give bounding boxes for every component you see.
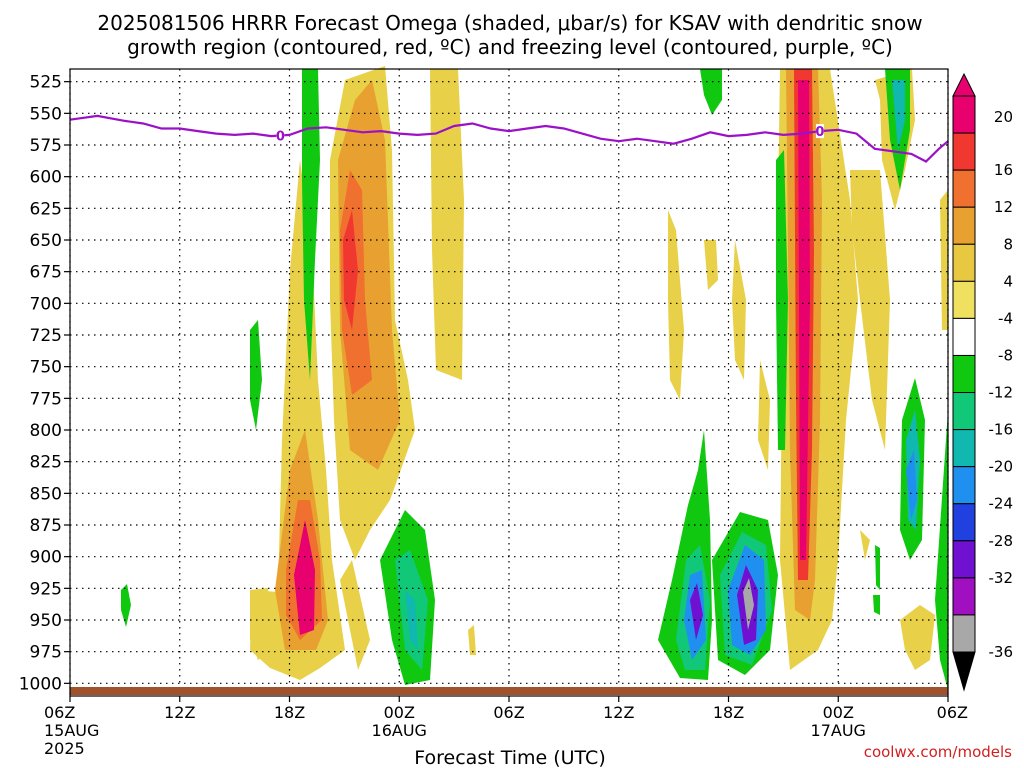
x-axis-label: Forecast Time (UTC) [414,747,605,768]
colorbar-swatch [952,95,976,134]
colorbar-label: -28 [989,532,1014,550]
x-tick-label: 12Z [164,703,195,722]
x-tick-label: 00Z [823,703,854,722]
colorbar-swatch [952,243,976,282]
colorbar-swatch [952,429,976,468]
credit-text: coolwx.com/models [864,743,1012,761]
x-tick-year: 2025 [44,739,85,758]
colorbar-label: -36 [989,643,1014,661]
colorbar-swatch [952,280,976,319]
colorbar-swatch [952,577,976,616]
colorbar: 20 16 12 8 4 -4 -8 -12 -16 -20 -24 -28 -32 -36 [952,72,1014,692]
colorbar-top-arrow [952,72,976,97]
terrain-strip [70,687,948,695]
colorbar-label: -20 [989,458,1014,476]
x-tick-label: 06Z [493,703,524,722]
colorbar-label: -24 [989,495,1014,513]
y-tick-label: 625 [30,199,62,219]
y-tick-label: 900 [30,548,62,568]
y-tick-label: 700 [30,294,62,314]
y-tick-label: 525 [30,73,62,93]
colorbar-swatch [952,317,976,356]
y-tick-label: 675 [30,263,62,283]
colorbar-swatch [952,540,976,579]
colorbar-label: -12 [989,384,1014,402]
y-tick-label: 1000 [19,674,62,694]
freezing-level-label: 0 [276,130,285,145]
y-axis-ticks: 525 550 575 600 625 650 675 700 725 750 775 800 825 8… [19,73,70,694]
freezing-level-label-bg [276,128,285,143]
colorbar-label: 4 [1003,272,1013,290]
colorbar-label: 16 [994,161,1013,179]
colorbar-swatch [952,206,976,245]
x-tick-date: 15AUG [44,721,99,740]
colorbar-label: 12 [994,198,1013,216]
x-tick-label: 18Z [713,703,744,722]
freezing-level-label-bg [815,124,824,139]
freezing-level-label: 0 [815,125,824,140]
colorbar-label: -8 [998,346,1013,364]
y-tick-label: 850 [30,484,62,504]
x-tick-label: 18Z [274,703,305,722]
chart-title-line2: growth region (contoured, red, ºC) and f… [127,35,893,59]
y-tick-label: 725 [30,326,62,346]
y-tick-label: 825 [30,453,62,473]
x-tick-label: 00Z [384,703,415,722]
y-tick-label: 550 [30,104,62,124]
y-tick-label: 875 [30,516,62,536]
x-tick-date: 16AUG [372,721,427,740]
colorbar-swatch [952,466,976,505]
omega-shading [121,66,948,690]
y-tick-label: 600 [30,168,62,188]
y-tick-label: 650 [30,231,62,251]
y-tick-label: 950 [30,611,62,631]
y-tick-label: 775 [30,389,62,409]
colorbar-swatch [952,614,976,653]
colorbar-swatch [952,169,976,208]
colorbar-swatch [952,354,976,394]
y-tick-label: 975 [30,643,62,663]
y-tick-label: 750 [30,358,62,378]
x-tick-label: 06Z [937,703,968,722]
x-tick-label: 12Z [603,703,634,722]
y-tick-label: 800 [30,421,62,441]
colorbar-label: 20 [994,108,1013,126]
chart-title-line1: 2025081506 HRRR Forecast Omega (shaded, … [97,11,922,35]
colorbar-label: -4 [998,309,1013,327]
y-tick-label: 575 [30,136,62,156]
colorbar-swatch [952,392,976,431]
colorbar-label: -16 [989,421,1014,439]
colorbar-bottom-arrow [952,651,976,692]
colorbar-label: 8 [1003,235,1013,253]
colorbar-swatch [952,503,976,542]
y-tick-label: 925 [30,579,62,599]
colorbar-label: -32 [989,569,1014,587]
colorbar-swatch [952,132,976,171]
x-tick-date: 17AUG [811,721,866,740]
x-tick-label: 06Z [44,703,75,722]
